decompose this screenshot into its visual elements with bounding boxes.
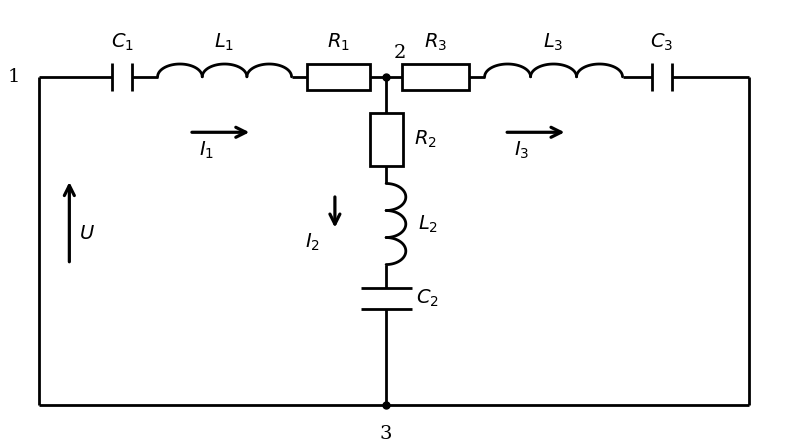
Text: 3: 3 <box>380 424 392 443</box>
Text: $C_1$: $C_1$ <box>110 32 134 53</box>
Text: 2: 2 <box>394 44 407 62</box>
Text: $I_3$: $I_3$ <box>514 140 529 161</box>
Text: $R_1$: $R_1$ <box>327 32 351 53</box>
Text: $L_3$: $L_3$ <box>544 32 563 53</box>
Bar <box>402 64 469 89</box>
Text: $L_1$: $L_1$ <box>214 32 235 53</box>
Text: $I_2$: $I_2$ <box>305 232 320 253</box>
Text: $I_1$: $I_1$ <box>199 140 214 161</box>
Text: $C_2$: $C_2$ <box>416 288 439 309</box>
Text: $R_3$: $R_3$ <box>424 32 447 53</box>
Bar <box>307 64 370 89</box>
Text: $R_2$: $R_2$ <box>414 129 437 150</box>
Bar <box>370 113 403 167</box>
Text: $L_2$: $L_2$ <box>418 214 438 235</box>
Text: $C_3$: $C_3$ <box>650 32 674 53</box>
Text: $U$: $U$ <box>79 225 95 243</box>
Text: 1: 1 <box>7 68 20 86</box>
